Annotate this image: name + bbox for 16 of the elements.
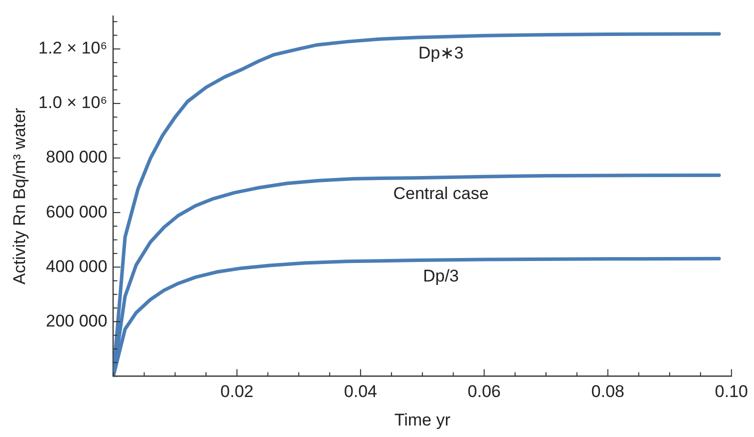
y-tick-label: 200 000 — [46, 311, 108, 330]
y-tick-label: 600 000 — [46, 202, 108, 222]
y-tick-label: 800 000 — [46, 148, 108, 167]
series-label: Dp/3 — [422, 266, 459, 286]
y-tick-label: 1.2 × 10⁶ — [38, 38, 108, 58]
x-tick-label: 0.06 — [468, 382, 501, 402]
x-axis-title: Time yr — [394, 410, 451, 430]
x-tick-label: 0.02 — [220, 382, 254, 402]
series-label: Dp∗3 — [418, 43, 464, 62]
series-label: Central case — [393, 184, 489, 204]
x-tick-label: 0.08 — [591, 382, 624, 402]
y-tick-label: 1.0 × 10⁶ — [38, 93, 108, 112]
x-tick-label: 0.04 — [344, 382, 378, 402]
x-tick-label: 0.10 — [714, 382, 748, 402]
y-tick-label: 400 000 — [46, 256, 108, 276]
y-axis-title: Activity Rn Bq/m³ water — [10, 108, 29, 285]
